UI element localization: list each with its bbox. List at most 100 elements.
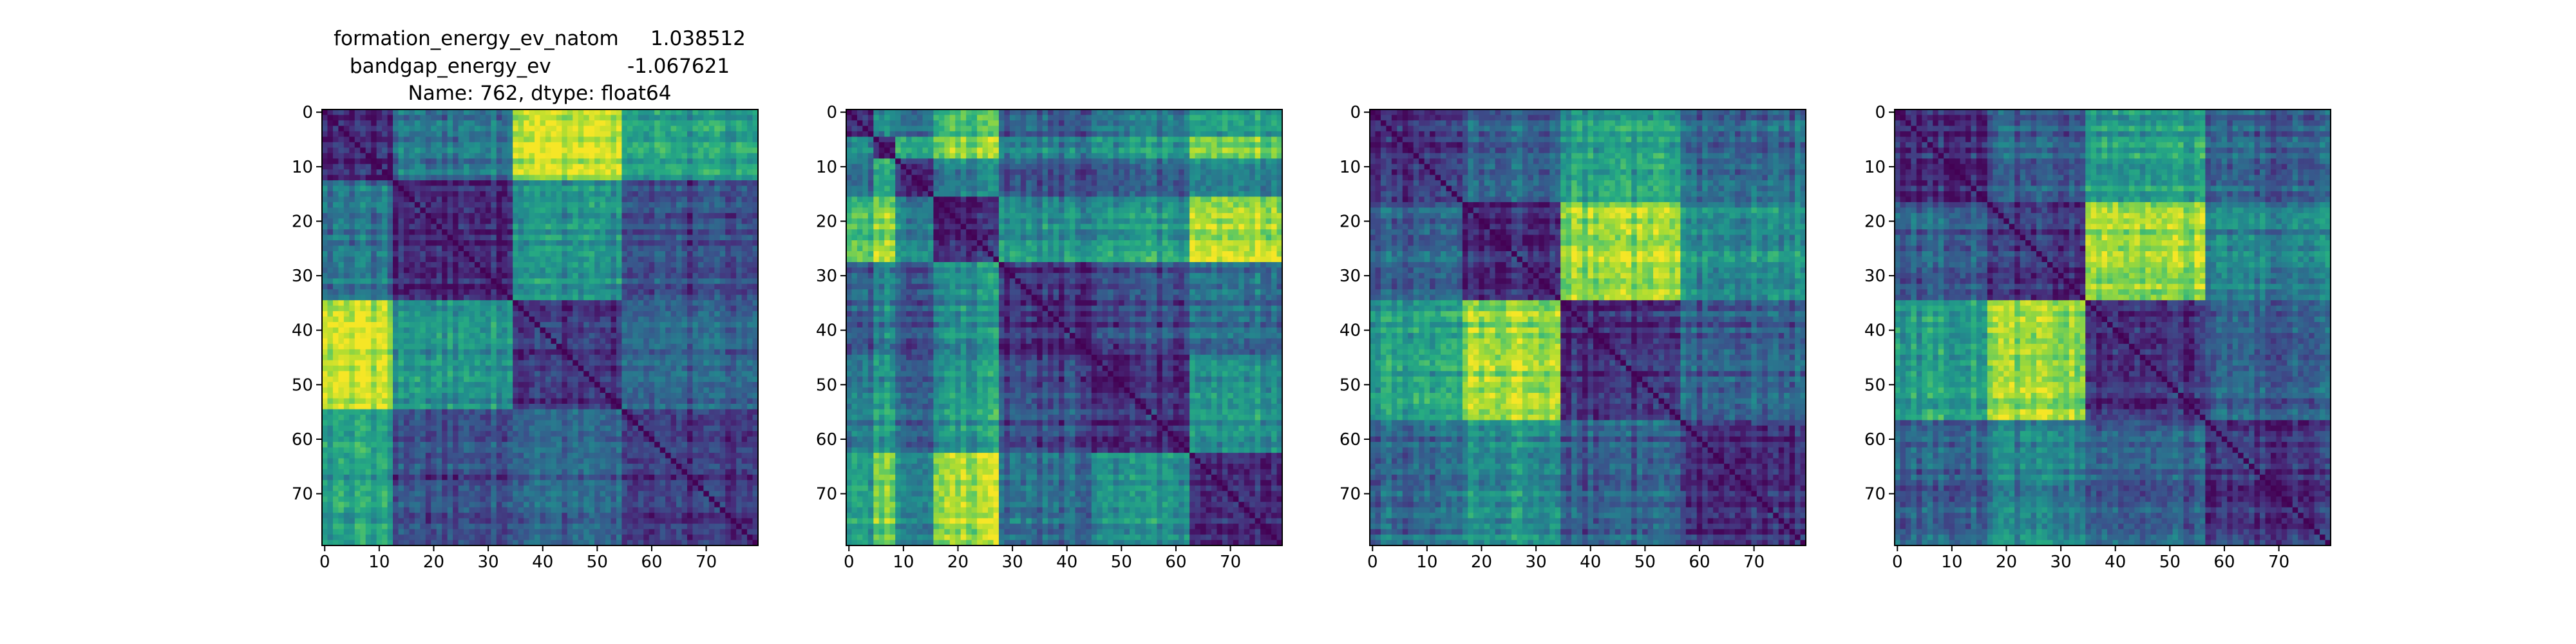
heatmap-cell [414,256,421,263]
heatmap-cell [354,349,361,355]
heatmap-cell [485,202,491,208]
heatmap-cell [469,283,475,290]
heatmap-cell [322,322,328,328]
heatmap-cell [719,229,726,236]
heatmap-cell [708,436,715,442]
heatmap-cell [529,382,535,388]
heatmap-cell [540,158,546,165]
heatmap-cell [714,169,721,176]
heatmap-cell [747,294,753,301]
heatmap-cell [583,223,590,230]
heatmap-cell [376,169,383,176]
heatmap-cell [611,153,617,159]
heatmap-cell [665,327,672,334]
heatmap-cell [730,229,737,236]
heatmap-cell [403,442,410,448]
heatmap-cell [611,131,617,137]
heatmap-cell [371,256,377,263]
heatmap-cell [453,158,459,165]
heatmap-cell [398,175,404,181]
heatmap-cell [453,164,459,170]
heatmap-cell [589,414,595,421]
heatmap-cell [425,137,431,143]
heatmap-cell [387,393,393,399]
heatmap-cell [469,393,475,399]
heatmap-cell [692,343,699,350]
heatmap-cell [398,436,404,442]
heatmap-cell [447,409,453,415]
heatmap-cell [687,283,694,290]
heatmap-cell [687,175,694,181]
heatmap-cell [747,251,753,258]
heatmap-cell [349,240,355,247]
heatmap-cell [360,316,366,323]
heatmap-cell [600,196,606,203]
heatmap-cell [714,126,721,132]
heatmap-cell [578,131,584,137]
heatmap-cell [567,256,573,263]
heatmap-cell [659,431,666,437]
heatmap-cell [485,278,491,285]
heatmap-cell [535,294,541,301]
heatmap-cell [420,371,426,377]
heatmap-cell [719,365,726,372]
heatmap-cell [703,332,710,339]
heatmap-cell [725,142,732,148]
heatmap-cell [638,420,644,426]
heatmap-cell [752,349,759,355]
heatmap-cell [491,332,497,339]
heatmap-cell [649,234,655,241]
heatmap-cell [583,213,590,219]
heatmap-cell [327,131,334,137]
heatmap-cell [551,294,557,301]
heatmap-cell [719,272,726,279]
heatmap-cell [670,305,677,312]
heatmap-cell [714,398,721,404]
heatmap-cell [540,371,546,377]
heatmap-cell [535,261,541,269]
heatmap-cell [393,196,399,203]
heatmap-cell [382,131,388,137]
heatmap-cell [327,354,334,361]
heatmap-cell [529,207,535,214]
heatmap-cell [573,387,579,393]
heatmap-cell [545,442,552,448]
heatmap-cell [496,169,502,176]
heatmap-cell [403,322,410,328]
heatmap-cell [659,240,666,247]
heatmap-cell [670,142,677,148]
heatmap-cell [403,109,410,116]
heatmap-cell [371,316,377,323]
heatmap-cell [414,120,421,126]
heatmap-cell [665,371,672,377]
heatmap-cell [747,185,753,192]
heatmap-cell [474,240,481,247]
heatmap-cell [567,300,573,307]
heatmap-cell [469,109,475,116]
heatmap-cell [649,425,655,431]
heatmap-cell [556,272,562,279]
heatmap-cell [714,409,721,415]
heatmap-cell [692,371,699,377]
heatmap-cell [681,283,688,290]
heatmap-cell [431,272,437,279]
heatmap-cell [578,207,584,214]
heatmap-cell [697,245,704,252]
heatmap-cell [752,120,759,126]
heatmap-cell [332,387,339,393]
heatmap-cell [360,431,366,437]
heatmap-cell [681,332,688,339]
heatmap-cell [371,311,377,317]
heatmap-cell [621,234,628,241]
heatmap-cell [697,343,704,350]
heatmap-cell [327,245,334,252]
heatmap-cell [491,234,497,241]
heatmap-cell [354,196,361,203]
heatmap-cell [611,256,617,263]
heatmap-cell [354,256,361,263]
heatmap-cell [431,196,437,203]
heatmap-cell [605,338,612,345]
heatmap-cell [708,294,715,301]
heatmap-cell [332,202,339,208]
heatmap-cell [659,398,666,404]
